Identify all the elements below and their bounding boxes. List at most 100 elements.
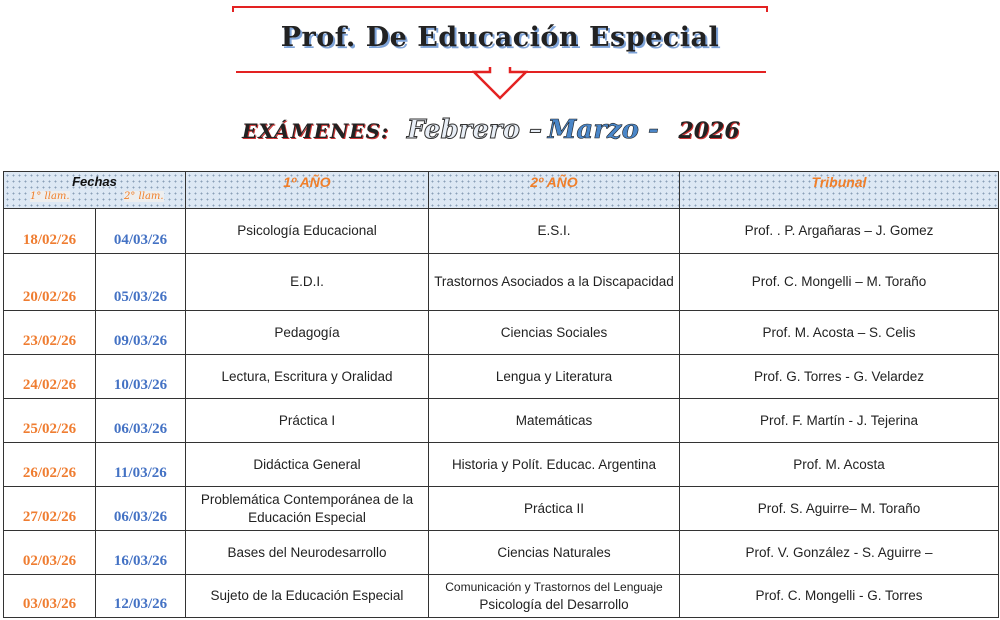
second-call-date: 06/03/26 — [95, 486, 186, 531]
year1-cell: Didáctica General — [185, 442, 429, 487]
tribunal-cell: Prof. M. Acosta – S. Celis — [679, 310, 999, 355]
title-banner: Prof. De Educación Especial — [232, 6, 768, 73]
year2-cell: Comunicación y Trastornos del Lenguaje Ps… — [428, 574, 680, 618]
second-call-date: 11/03/26 — [95, 442, 186, 487]
tribunal-names: Prof. C. Mongelli - G. Torres — [755, 588, 923, 603]
tribunal-cell: Prof. M. Acosta — [679, 442, 999, 487]
year1-subject: E.D.I. — [290, 274, 324, 289]
down-arrow-icon — [472, 67, 528, 100]
tribunal-names: Prof. M. Acosta – S. Celis — [762, 324, 916, 340]
year1-subject: Pedagogía — [274, 324, 340, 340]
tribunal-names: Prof. C. Mongelli – M. Toraño — [751, 274, 927, 289]
year2-subject: Lengua y Literatura — [495, 368, 613, 384]
header-fechas: Fechas 1° llam. 2° llam. — [3, 171, 186, 209]
first-call-date: 27/02/26 — [3, 486, 96, 531]
first-call-date: 25/02/26 — [3, 398, 96, 443]
year1-cell: Práctica I — [185, 398, 429, 443]
tribunal-names: Prof. M. Acosta — [793, 456, 885, 472]
second-call-date: 05/03/26 — [95, 253, 186, 311]
first-call-date: 26/02/26 — [3, 442, 96, 487]
year1-subject: Psicología Educacional — [237, 223, 377, 238]
tribunal-cell: Prof. G. Torres - G. Velardez — [679, 354, 999, 399]
tribunal-cell: Prof. F. Martín - J. Tejerina — [679, 398, 999, 443]
tribunal-cell: Prof. C. Mongelli - G. Torres — [679, 574, 999, 618]
year2-cell: Lengua y Literatura — [428, 354, 680, 399]
year2-cell: Historia y Polít. Educac. Argentina — [428, 442, 680, 487]
year1-subject: Sujeto de la Educación Especial — [210, 588, 404, 603]
second-call-date: 04/03/26 — [95, 208, 186, 254]
table-header-row: Fechas 1° llam. 2° llam. 1º AÑO 2º AÑO T… — [3, 171, 999, 209]
year2-cell: E.S.I. — [428, 208, 680, 254]
month-february: Febrero – — [406, 115, 542, 146]
page-title: Prof. De Educación Especial — [280, 22, 720, 53]
second-call-date: 12/03/26 — [95, 574, 186, 618]
year2-subject: Trastornos Asociados a la Discapacidad — [434, 274, 674, 289]
table-row: 24/02/26 10/03/26 Lectura, Escritura y O… — [3, 354, 999, 399]
second-call-date: 10/03/26 — [95, 354, 186, 399]
year1-cell: Psicología Educacional — [185, 208, 429, 254]
first-call-date: 18/02/26 — [3, 208, 96, 254]
table-row: 02/03/26 16/03/26 Bases del Neurodesarro… — [3, 530, 999, 575]
tribunal-cell: Prof. . P. Argañaras – J. Gomez — [679, 208, 999, 254]
tribunal-cell: Prof. V. González - S. Aguirre – — [679, 530, 999, 575]
tribunal-cell: Prof. C. Mongelli – M. Toraño — [679, 253, 999, 311]
second-call-date: 16/03/26 — [95, 530, 186, 575]
tribunal-names: Prof. F. Martín - J. Tejerina — [759, 412, 919, 428]
year1-subject: Didáctica General — [253, 456, 361, 472]
exams-label: EXÁMENES: — [242, 119, 390, 143]
second-call-date: 06/03/26 — [95, 398, 186, 443]
first-call-date: 24/02/26 — [3, 354, 96, 399]
year1-cell: E.D.I. — [185, 253, 429, 311]
table-row: 20/02/26 05/03/26 E.D.I. Trastornos Asoc… — [3, 253, 999, 311]
first-call-date: 23/02/26 — [3, 310, 96, 355]
year2-cell: Trastornos Asociados a la Discapacidad — [428, 253, 680, 311]
tribunal-names: Prof. . P. Argañaras – J. Gomez — [744, 223, 934, 238]
year2-subject: Ciencias Sociales — [500, 324, 608, 340]
table-row: 25/02/26 06/03/26 Práctica I Matemáticas… — [3, 398, 999, 443]
banner-top-line — [232, 6, 768, 12]
table-row: 23/02/26 09/03/26 Pedagogía Ciencias Soc… — [3, 310, 999, 355]
table-row: 18/02/26 04/03/26 Psicología Educacional… — [3, 208, 999, 254]
first-call-date: 03/03/26 — [3, 574, 96, 618]
year1-cell: Pedagogía — [185, 310, 429, 355]
year2-subject: E.S.I. — [537, 223, 571, 238]
year2-subject: Psicología del Desarrollo — [479, 597, 629, 612]
header-year1: 1º AÑO — [185, 171, 429, 209]
year2-cell: Ciencias Sociales — [428, 310, 680, 355]
year1-cell: Lectura, Escritura y Oralidad — [185, 354, 429, 399]
header-tribunal: Tribunal — [679, 171, 999, 209]
year1-subject: Bases del Neurodesarrollo — [227, 544, 387, 560]
year1-cell: Sujeto de la Educación Especial — [185, 574, 429, 618]
year2-subject: Ciencias Naturales — [497, 544, 611, 560]
table-row: 27/02/26 06/03/26 Problemática Contempor… — [3, 486, 999, 531]
exam-period-heading: EXÁMENES: Febrero – Marzo - 2026 — [242, 115, 740, 146]
tribunal-cell: Prof. S. Aguirre– M. Toraño — [679, 486, 999, 531]
year2-cell: Ciencias Naturales — [428, 530, 680, 575]
first-call-date: 02/03/26 — [3, 530, 96, 575]
year2-subject: Práctica II — [523, 500, 585, 516]
month-march: Marzo - — [547, 115, 659, 146]
first-call-label: 1° llam. — [30, 191, 70, 202]
exam-schedule-table: Fechas 1° llam. 2° llam. 1º AÑO 2º AÑO T… — [3, 171, 999, 618]
year1-subject: Lectura, Escritura y Oralidad — [221, 368, 393, 384]
year1-subject: Problemática Contemporánea de la Educaci… — [200, 491, 414, 525]
year1-subject: Práctica I — [278, 412, 336, 428]
header-year2: 2º AÑO — [428, 171, 680, 209]
year2-subject: Matemáticas — [515, 412, 593, 428]
tribunal-names: Prof. V. González - S. Aguirre – — [745, 544, 933, 560]
tribunal-names: Prof. G. Torres - G. Velardez — [753, 368, 925, 384]
second-call-date: 09/03/26 — [95, 310, 186, 355]
year1-cell: Problemática Contemporánea de la Educaci… — [185, 486, 429, 531]
year2-subject: Historia y Polít. Educac. Argentina — [451, 456, 657, 472]
table-row: 26/02/26 11/03/26 Didáctica General Hist… — [3, 442, 999, 487]
year2-cell: Práctica II — [428, 486, 680, 531]
first-call-date: 20/02/26 — [3, 253, 96, 311]
year: 2026 — [678, 118, 740, 144]
second-call-label: 2° llam. — [124, 191, 164, 202]
table-row: 03/03/26 12/03/26 Sujeto de la Educación… — [3, 574, 999, 618]
tribunal-names: Prof. S. Aguirre– M. Toraño — [757, 500, 921, 516]
year2-cell: Matemáticas — [428, 398, 680, 443]
fechas-label: Fechas — [72, 174, 117, 189]
year2-subject-extra: Comunicación y Trastornos del Lenguaje — [445, 580, 663, 594]
year1-cell: Bases del Neurodesarrollo — [185, 530, 429, 575]
